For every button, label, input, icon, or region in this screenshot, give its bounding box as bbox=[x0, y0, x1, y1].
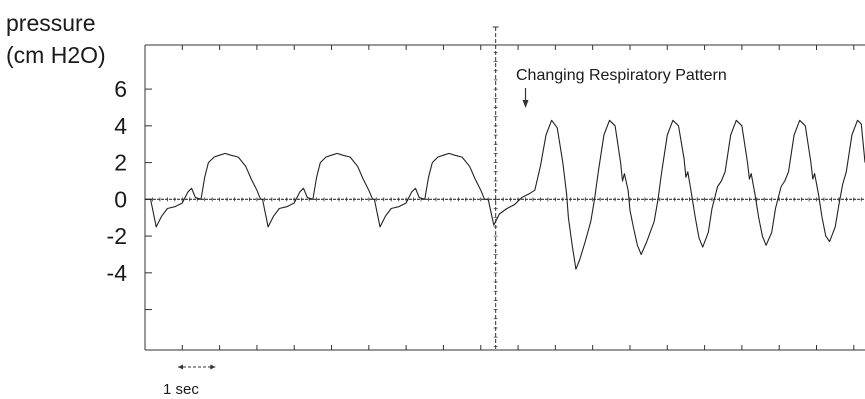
annotation-arrow-head bbox=[522, 100, 529, 108]
y-axis-title-line2: (cm H2O) bbox=[6, 42, 106, 68]
annotation-label: Changing Respiratory Pattern bbox=[516, 67, 727, 84]
scale-bar-left-arrow bbox=[178, 364, 183, 370]
y-tick-label: 2 bbox=[114, 150, 127, 176]
y-tick-label: 4 bbox=[114, 113, 127, 139]
plot-area: 6 4 2 0 -2 -4 bbox=[107, 26, 865, 370]
y-tick-label: -4 bbox=[107, 260, 128, 286]
y-axis-title-line1: pressure bbox=[6, 10, 95, 36]
scale-bar-right-arrow bbox=[210, 364, 216, 370]
pressure-trace bbox=[145, 119, 865, 270]
y-tick-label: 0 bbox=[114, 186, 127, 212]
y-tick-label: 6 bbox=[114, 76, 127, 102]
y-tick-label: -2 bbox=[107, 223, 127, 249]
scale-bar-label: 1 sec bbox=[163, 381, 199, 398]
